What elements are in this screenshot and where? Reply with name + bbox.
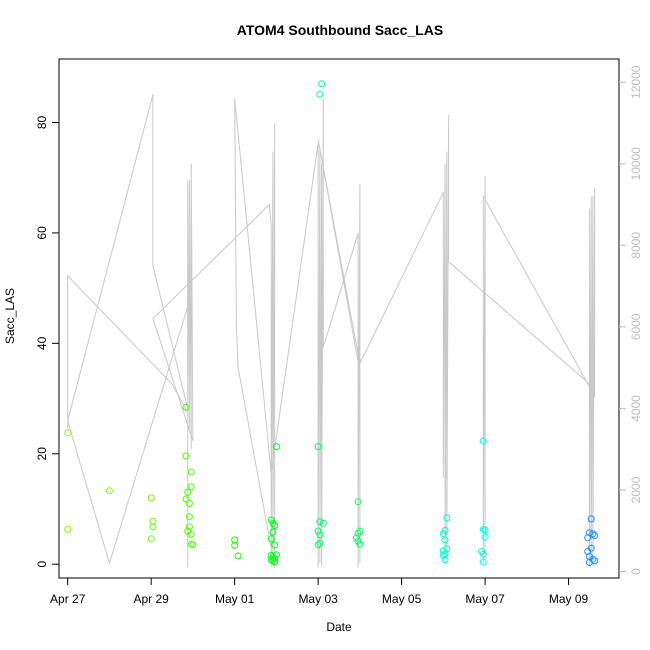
data-point: [267, 556, 275, 564]
data-point: [481, 526, 489, 534]
data-point: [234, 552, 242, 560]
data-point: [185, 523, 193, 531]
scatter-points-layer: [64, 80, 599, 566]
data-point: [271, 558, 279, 566]
y-tick-label: 20: [35, 447, 49, 461]
y2-tick-label: 2000: [629, 476, 643, 503]
data-point: [271, 555, 279, 563]
data-point: [587, 515, 595, 523]
axes-layer: Apr 27 Apr 29 May 01 May 03 May 05 May 07 May …: [35, 65, 643, 606]
data-point: [267, 516, 275, 524]
data-point: [352, 534, 360, 542]
data-point: [272, 551, 280, 559]
x-axis-label: Date: [326, 620, 352, 634]
data-point: [149, 517, 157, 525]
data-point: [147, 535, 155, 543]
data-point: [182, 403, 190, 411]
data-point: [481, 533, 489, 541]
data-point: [316, 90, 324, 98]
data-point: [185, 513, 193, 521]
data-point: [187, 483, 195, 491]
data-point: [443, 545, 451, 553]
data-point: [269, 519, 277, 527]
data-point: [443, 514, 451, 522]
data-point: [316, 531, 324, 539]
data-point: [354, 498, 362, 506]
data-point: [441, 536, 449, 544]
plot-frame: [58, 58, 620, 579]
data-point: [318, 80, 326, 88]
data-point: [439, 530, 447, 538]
y2-tick-label: 10000: [629, 147, 643, 181]
data-point: [267, 535, 275, 543]
data-point: [269, 528, 277, 536]
data-point: [441, 527, 449, 534]
data-point: [354, 537, 362, 545]
data-point: [314, 527, 322, 535]
data-point: [316, 539, 324, 547]
data-point: [105, 487, 113, 495]
x-tick-label: May 09: [549, 592, 589, 606]
x-tick-label: May 01: [215, 592, 255, 606]
data-point: [319, 519, 327, 527]
x-tick-label: Apr 27: [50, 592, 86, 606]
y-tick-label: 80: [35, 116, 49, 130]
x-tick-label: May 03: [298, 592, 338, 606]
secondary-series-layer: [67, 94, 596, 568]
data-point: [272, 443, 280, 451]
data-point: [187, 530, 195, 538]
data-point: [356, 527, 364, 535]
data-point: [149, 523, 157, 531]
data-point: [184, 488, 192, 496]
data-point: [589, 530, 597, 538]
data-point: [479, 550, 487, 558]
data-point: [182, 495, 190, 503]
chart-title: ATOM4 Southbound Sacc_LAS: [237, 22, 443, 38]
data-point: [271, 522, 279, 529]
data-point: [271, 541, 279, 549]
y-tick-label: 0: [35, 561, 49, 568]
data-point: [185, 500, 193, 507]
data-point: [187, 468, 195, 476]
y-axis-label: Sacc_LAS: [3, 288, 17, 344]
y2-tick-label: 4000: [629, 395, 643, 422]
y-tick-label: 60: [35, 226, 49, 240]
data-point: [584, 534, 592, 542]
data-point: [64, 429, 72, 437]
secondary-series-line: [67, 94, 596, 568]
y-tick-label: 40: [35, 336, 49, 350]
y2-tick-label: 0: [629, 568, 643, 575]
x-tick-label: May 05: [382, 592, 422, 606]
data-point: [314, 541, 322, 549]
data-point: [441, 556, 449, 564]
data-point: [147, 494, 155, 502]
data-point: [584, 548, 592, 555]
data-point: [189, 541, 197, 549]
data-point: [314, 443, 322, 451]
x-tick-label: Apr 29: [133, 592, 169, 606]
data-point: [479, 558, 487, 566]
data-point: [269, 557, 277, 565]
data-point: [591, 532, 599, 539]
data-point: [354, 529, 362, 537]
data-point: [439, 551, 447, 559]
data-point: [585, 559, 593, 566]
y2-tick-label: 6000: [629, 313, 643, 340]
data-point: [585, 529, 593, 537]
y2-tick-label: 8000: [629, 232, 643, 259]
data-point: [64, 525, 72, 533]
data-point: [231, 541, 239, 549]
data-point: [479, 437, 487, 445]
data-point: [316, 518, 324, 526]
x-tick-label: May 07: [465, 592, 505, 606]
y2-tick-label: 12000: [629, 65, 643, 99]
data-point: [182, 452, 190, 460]
data-point: [356, 540, 364, 548]
